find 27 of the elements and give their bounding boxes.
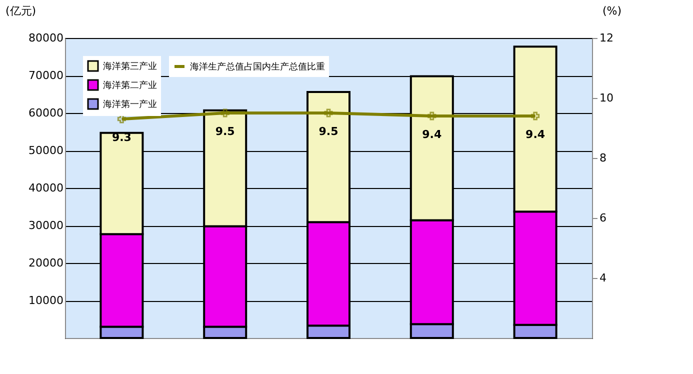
y-tick-label: 30000: [28, 219, 64, 232]
point: [324, 108, 333, 118]
y-tick-label: 10000: [28, 294, 64, 307]
y-tick-label: 20000: [28, 256, 64, 270]
y2-axis-title: (%): [602, 4, 622, 18]
point: [428, 112, 436, 120]
y-tick-label: 50000: [28, 144, 64, 157]
y2-tick-label: 12: [600, 32, 614, 44]
y2-tick-label: 10: [600, 92, 614, 104]
legend-label: 海洋生产总值占国内生产总值比重: [190, 62, 325, 72]
y2-tick-label: 6: [600, 212, 606, 224]
point: [531, 112, 540, 120]
legend-label: 海洋第一产业: [103, 99, 157, 110]
legend-label: 海洋第三产业: [103, 61, 157, 72]
y-tick-label: 60000: [28, 106, 64, 120]
legend-label: 海洋第二产业: [103, 80, 157, 91]
y-tick-label: 70000: [28, 69, 64, 82]
y2-tick-label: 8: [600, 152, 606, 164]
y-tick-label: 40000: [28, 182, 64, 194]
y2-tick-label: 4: [600, 272, 606, 284]
data-label: 9.5: [318, 125, 338, 138]
y-tick-label: 80000: [28, 32, 64, 44]
y-axis-title: (亿元): [6, 4, 36, 18]
data-label: 9.5: [215, 125, 235, 138]
point: [220, 108, 230, 118]
data-label: 9.4: [422, 128, 442, 141]
data-label: 9.4: [526, 128, 546, 141]
